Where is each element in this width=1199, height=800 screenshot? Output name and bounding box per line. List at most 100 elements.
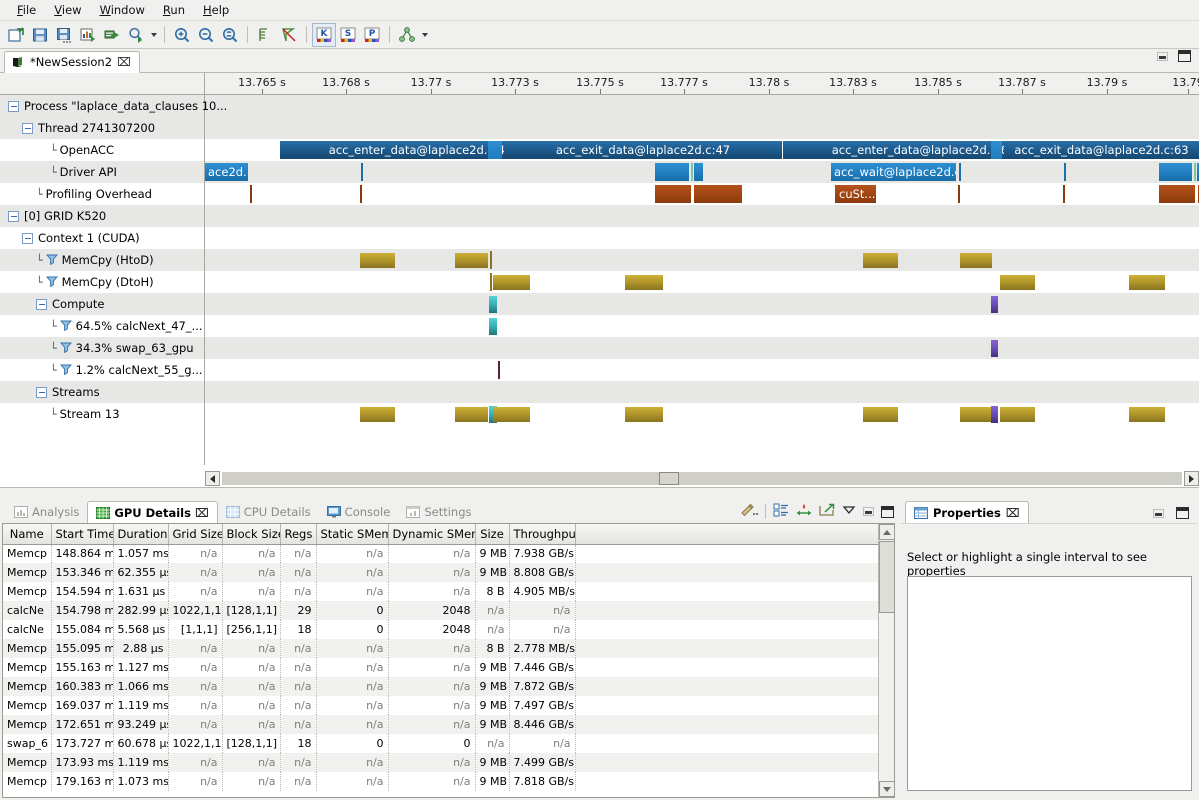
tree-row-13[interactable]: Streams (0, 381, 204, 403)
openacc-lane-2-marker[interactable] (691, 163, 693, 181)
save-as-icon[interactable] (52, 23, 76, 47)
lane-background-10[interactable] (205, 315, 1199, 337)
openacc-lane-bar[interactable]: acc_exit_data@laplace2d.c:63 (1004, 141, 1199, 159)
lane-background-2[interactable]: acc_enter_data@laplace2d.c:47 acc_exit_da… (205, 139, 1199, 161)
column-header-size[interactable]: Size (475, 524, 510, 545)
column-header-name[interactable]: Name (3, 524, 52, 545)
menu-window[interactable]: Window (99, 3, 145, 17)
column-header-start-time[interactable]: Start Time (51, 524, 114, 545)
driverapi-lane-bar[interactable]: cuSt... (835, 185, 876, 203)
close-icon[interactable]: ⌧ (194, 505, 209, 520)
menu-view[interactable]: View (54, 3, 82, 17)
openacc-lane-2-marker[interactable] (1064, 163, 1066, 181)
collapse-toggle-icon[interactable] (8, 100, 19, 112)
select-arrow-icon[interactable] (277, 23, 301, 47)
lane-background-7[interactable] (205, 249, 1199, 271)
timeline-hscrollbar[interactable] (205, 470, 1199, 487)
driverapi-lane-bar[interactable] (694, 185, 742, 203)
openacc-lane-2-bar[interactable]: acc_wait@laplace2d.c... (831, 163, 956, 181)
openacc-lane-2-bar[interactable] (655, 163, 689, 181)
maximize-icon[interactable] (1176, 507, 1189, 519)
scroll-up-icon[interactable] (879, 524, 894, 540)
maximize-icon[interactable] (1178, 50, 1191, 62)
ruler-icon[interactable] (253, 23, 277, 47)
menu-file[interactable]: File (17, 3, 37, 17)
gpu-details-table[interactable]: Name Start Time Duration Grid Size Block Siz… (3, 524, 894, 791)
collapse-toggle-icon[interactable] (36, 298, 47, 310)
process-view-icon[interactable]: P (360, 23, 384, 47)
tree-row-6[interactable]: Context 1 (CUDA) (0, 227, 204, 249)
stream-13-lane-bar[interactable] (991, 406, 998, 423)
tab-settings[interactable]: Settings (398, 501, 479, 523)
memcpy-htod-lane-bar[interactable] (960, 253, 992, 268)
time-ruler[interactable]: 13.765 s 13.768 s 13.77 s 13.773 s 13.775 s 1… (0, 73, 1199, 95)
stream-view-icon[interactable]: S (336, 23, 360, 47)
column-header-dynamic-smem[interactable]: Dynamic SMem (388, 524, 476, 545)
scroll-right-icon[interactable] (1184, 471, 1199, 486)
calcnext-47-lane-bar[interactable] (489, 318, 497, 335)
dropdown-caret-icon[interactable] (148, 23, 159, 47)
gpu-details-table-pane[interactable]: Name Start Time Duration Grid Size Block Siz… (2, 523, 895, 798)
timeline-lanes[interactable]: acc_enter_data@laplace2d.c:47 acc_exit_da… (205, 95, 1199, 465)
openacc-lane-2-bar[interactable] (1159, 163, 1192, 181)
tree-row-11[interactable]: └ 34.3% swap_63_gpu (0, 337, 204, 359)
collapse-toggle-icon[interactable] (22, 232, 33, 244)
openacc-lane-2-marker[interactable] (1194, 163, 1196, 181)
stream-13-lane-bar[interactable] (960, 407, 992, 422)
dependency-icon[interactable] (395, 23, 419, 47)
tree-row-8[interactable]: └ MemCpy (DtoH) (0, 271, 204, 293)
zoom-out-icon[interactable] (194, 23, 218, 47)
tab-console[interactable]: Console (319, 501, 399, 523)
lane-background-1[interactable] (205, 117, 1199, 139)
properties-content-box[interactable] (907, 576, 1192, 791)
stream-13-lane-bar[interactable] (360, 407, 395, 422)
filter-funnel-icon[interactable] (59, 363, 72, 378)
lane-background-12[interactable] (205, 359, 1199, 381)
lane-background-0[interactable] (205, 95, 1199, 117)
compute-lane-bar[interactable] (489, 296, 497, 313)
hscroll-thumb[interactable] (658, 472, 679, 485)
lane-background-3[interactable]: ace2d....acc_wait@laplace2d.c...acc_wait… (205, 161, 1199, 183)
pencil-filter-icon[interactable] (741, 503, 758, 520)
openacc-lane-2-marker[interactable] (361, 163, 363, 181)
lane-background-11[interactable] (205, 337, 1199, 359)
driverapi-lane-marker[interactable] (360, 185, 362, 203)
lane-background-8[interactable] (205, 271, 1199, 293)
column-header-throughput[interactable]: Throughput (509, 524, 576, 545)
tree-row-12[interactable]: └ 1.2% calcNext_55_g... (0, 359, 204, 381)
tree-row-1[interactable]: Thread 2741307200 (0, 117, 204, 139)
driverapi-lane-bar[interactable] (655, 185, 691, 203)
hscroll-track[interactable] (221, 471, 1183, 486)
tab-cpu-details[interactable]: CPU Details (218, 501, 319, 523)
tree-row-3[interactable]: └ Driver API (0, 161, 204, 183)
table-row[interactable]: Memcp 173.93 ms 1.119 ms n/a n/a n/a n/a n/a 9 M… (3, 753, 894, 772)
column-header-static-smem[interactable]: Static SMem (316, 524, 389, 545)
lane-background-13[interactable] (205, 381, 1199, 403)
find-icon[interactable] (124, 23, 148, 47)
driverapi-lane-marker[interactable] (958, 185, 960, 203)
export-icon[interactable] (100, 23, 124, 47)
memcpy-dtoh-lane-bar[interactable] (493, 275, 530, 290)
save-icon[interactable] (28, 23, 52, 47)
column-header-duration[interactable]: Duration (113, 524, 169, 545)
openacc-lane-bar[interactable] (488, 141, 502, 159)
tree-row-10[interactable]: └ 64.5% calcNext_47_... (0, 315, 204, 337)
export-csv-icon[interactable] (819, 503, 835, 520)
zoom-in-icon[interactable] (170, 23, 194, 47)
openacc-lane-2-marker[interactable] (959, 163, 961, 181)
minimize-icon[interactable] (863, 507, 874, 516)
vscroll-thumb[interactable] (879, 541, 894, 613)
stream-13-lane-bar[interactable] (1129, 407, 1165, 422)
analyze-icon[interactable] (76, 23, 100, 47)
column-header-block-size[interactable]: Block Size (222, 524, 281, 545)
tree-row-9[interactable]: Compute (0, 293, 204, 315)
tree-row-7[interactable]: └ MemCpy (HtoD) (0, 249, 204, 271)
menu-help[interactable]: Help (202, 3, 230, 17)
tab-gpu-details[interactable]: GPU Details ⌧ (87, 501, 218, 523)
